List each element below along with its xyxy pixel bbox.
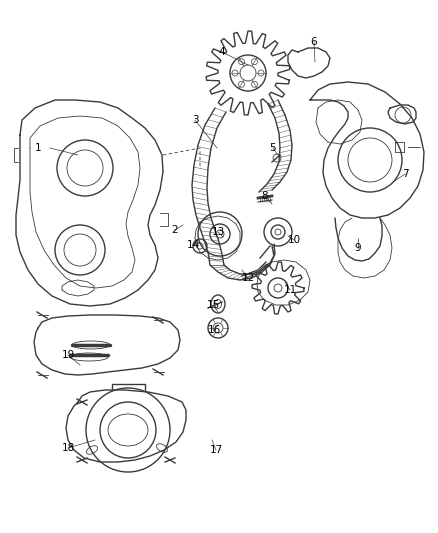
Text: 19: 19	[61, 350, 74, 360]
Text: 10: 10	[287, 235, 300, 245]
Text: 2: 2	[172, 225, 178, 235]
Text: 6: 6	[311, 37, 317, 47]
Text: 3: 3	[192, 115, 198, 125]
Text: 1: 1	[35, 143, 41, 153]
Text: 7: 7	[402, 169, 408, 179]
Text: 11: 11	[283, 285, 297, 295]
Text: 4: 4	[219, 47, 225, 57]
Text: 8: 8	[261, 191, 268, 201]
Text: 13: 13	[212, 227, 225, 237]
Text: 12: 12	[241, 273, 254, 283]
Text: 14: 14	[187, 240, 200, 250]
Text: 9: 9	[355, 243, 361, 253]
Text: 5: 5	[270, 143, 276, 153]
Text: 18: 18	[61, 443, 74, 453]
Text: 15: 15	[206, 300, 219, 310]
Text: 16: 16	[207, 325, 221, 335]
Text: 17: 17	[209, 445, 223, 455]
